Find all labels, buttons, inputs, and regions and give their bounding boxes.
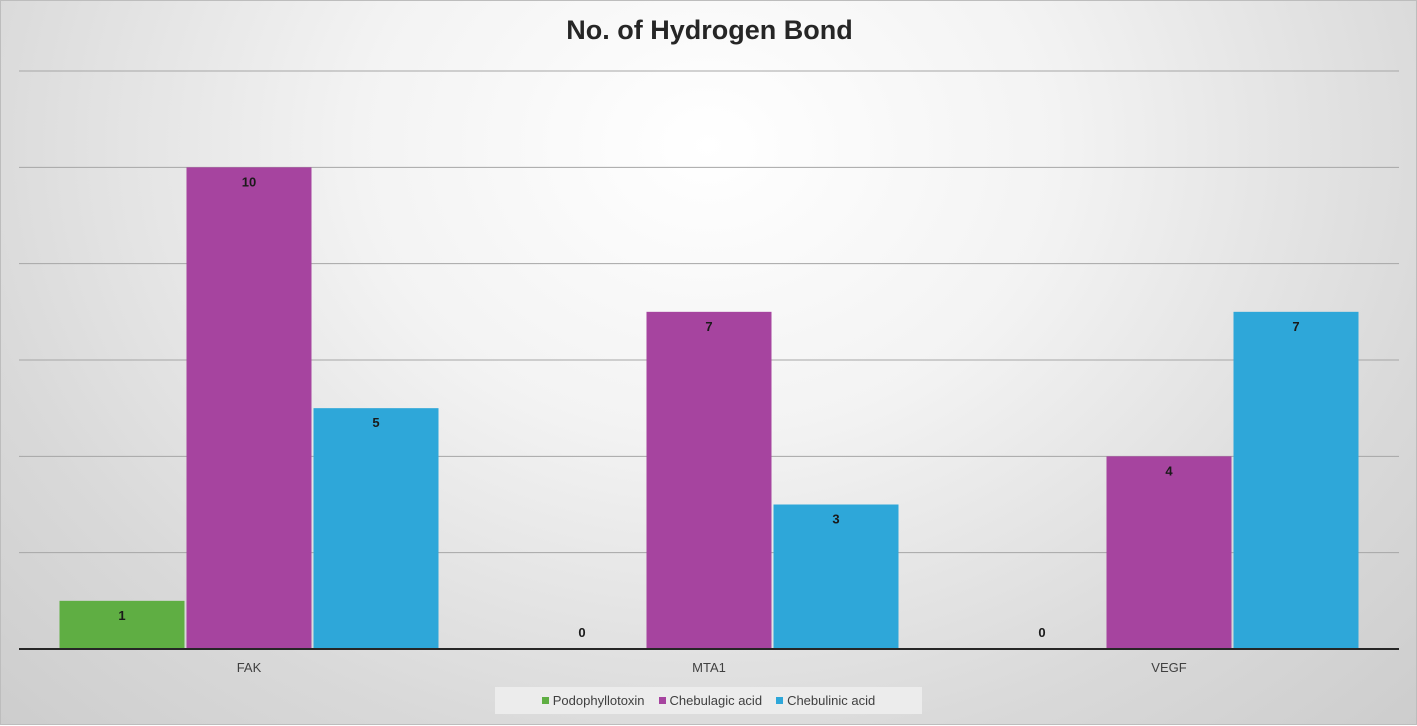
- x-tick-label: VEGF: [1151, 660, 1186, 675]
- bar: [186, 167, 312, 650]
- legend-item: Chebulagic acid: [658, 693, 763, 708]
- data-label: 3: [832, 512, 839, 527]
- legend-swatch: [541, 697, 549, 704]
- legend-swatch: [776, 697, 784, 704]
- legend-item: Podophyllotoxin: [541, 693, 645, 708]
- chart-title: No. of Hydrogen Bond: [566, 15, 853, 45]
- bar: [1233, 311, 1359, 649]
- bar: [773, 504, 899, 649]
- bar: [313, 408, 439, 649]
- legend-label: Podophyllotoxin: [552, 693, 645, 708]
- legend-label: Chebulinic acid: [787, 693, 876, 708]
- bar: [1106, 456, 1232, 649]
- data-label: 10: [242, 174, 256, 189]
- chart-legend: Podophyllotoxin Chebulagic acid Chebulinic…: [495, 687, 922, 714]
- data-label: 1: [118, 608, 125, 623]
- legend-swatch: [658, 697, 666, 704]
- bar: [646, 311, 772, 649]
- x-tick-label: MTA1: [692, 660, 726, 675]
- legend-label: Chebulagic acid: [669, 693, 763, 708]
- data-label: 7: [1292, 319, 1299, 334]
- x-tick-label: FAK: [237, 660, 262, 675]
- bar: [59, 600, 185, 649]
- data-label: 7: [705, 319, 712, 334]
- data-label: 0: [1038, 625, 1045, 640]
- data-label: 0: [578, 625, 585, 640]
- data-label: 5: [372, 415, 379, 430]
- legend-item: Chebulinic acid: [776, 693, 875, 708]
- data-label: 4: [1165, 463, 1173, 478]
